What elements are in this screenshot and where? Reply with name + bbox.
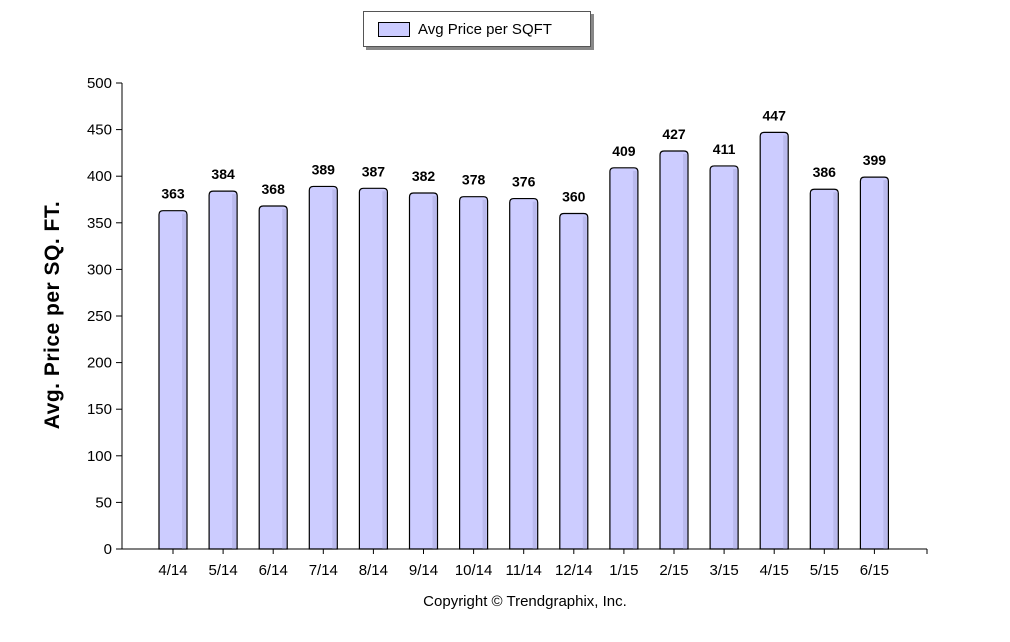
data-label: 411 (713, 141, 736, 157)
y-tick-label: 250 (87, 308, 112, 325)
bar-shade (432, 195, 437, 549)
data-label: 382 (412, 168, 436, 184)
bar (459, 196, 489, 550)
data-label: 447 (763, 107, 787, 123)
bar (358, 187, 388, 550)
data-label: 409 (612, 143, 636, 159)
bar-shade (783, 135, 788, 549)
bar-shade (182, 213, 186, 549)
bar (308, 185, 338, 550)
data-label: 399 (863, 152, 887, 168)
data-label: 387 (362, 163, 386, 179)
x-tick-label: 1/15 (609, 562, 638, 579)
y-tick-label: 400 (87, 168, 112, 185)
bar (408, 192, 439, 550)
data-label: 368 (262, 181, 286, 197)
y-tick-label: 500 (87, 75, 112, 92)
bar (559, 212, 589, 550)
data-label: 360 (562, 188, 586, 204)
x-tick-label: 7/14 (309, 562, 338, 579)
bar (208, 190, 238, 550)
bar-shade (382, 191, 387, 550)
bar (509, 197, 539, 550)
x-tick-label: 2/15 (659, 562, 688, 579)
y-tick-label: 100 (87, 448, 112, 465)
bar-shade (883, 180, 888, 549)
bar-shade (683, 154, 687, 549)
data-label: 427 (662, 126, 686, 142)
data-label: 384 (211, 166, 235, 182)
bar-shade (332, 189, 337, 549)
data-label: 386 (813, 164, 837, 180)
bar-shade (582, 216, 587, 550)
y-axis: 0 50 100 150 200 250 300 350 400 450 500 (87, 75, 123, 558)
bar-shade (632, 170, 637, 549)
legend: Avg Price per SQFT (363, 11, 591, 47)
bar-shade (282, 209, 287, 550)
x-tick-label: 11/14 (505, 562, 541, 579)
x-tick-label: 8/14 (359, 562, 388, 579)
bar-shade (232, 194, 237, 549)
bar (859, 176, 889, 550)
y-tick-label: 0 (104, 541, 112, 558)
legend-swatch (378, 21, 410, 37)
bar (809, 188, 839, 550)
x-tick-label: 6/14 (259, 562, 288, 579)
data-label: 363 (161, 186, 185, 202)
x-tick-label: 9/14 (409, 562, 438, 579)
y-tick-label: 450 (87, 122, 112, 139)
bar-shade (482, 199, 487, 550)
y-tick-label: 50 (95, 494, 112, 511)
x-tick-label: 4/15 (760, 562, 789, 579)
x-tick-label: 12/14 (555, 562, 593, 579)
x-tick-label: 4/14 (158, 562, 187, 579)
bar (158, 210, 188, 550)
y-tick-label: 300 (87, 261, 112, 278)
bar (759, 131, 789, 550)
bar (258, 205, 288, 550)
data-labels: 363 384 368 389 387 382 378 376 360 409 427 411 447 3… (161, 107, 886, 204)
x-tick-label: 3/15 (709, 562, 738, 579)
legend-label: Avg Price per SQFT (418, 20, 552, 38)
data-label: 378 (462, 172, 486, 188)
y-tick-label: 350 (87, 215, 112, 232)
bar (659, 150, 689, 550)
data-label: 376 (512, 174, 536, 190)
x-tick-label: 5/15 (810, 562, 839, 579)
x-tick-label: 10/14 (455, 562, 493, 579)
copyright-text: Copyright © Trendgraphix, Inc. (423, 593, 627, 610)
y-tick-label: 200 (87, 355, 112, 372)
bar-shade (733, 168, 738, 549)
x-tick-label: 5/14 (208, 562, 237, 579)
y-tick-label: 150 (87, 401, 112, 418)
data-label: 389 (312, 161, 336, 177)
x-axis: 4/14 5/14 6/14 7/14 8/14 9/14 10/14 11/14 12/14 1… (122, 548, 928, 579)
bar-shade (833, 192, 838, 550)
bar (609, 167, 639, 550)
x-tick-label: 6/15 (860, 562, 889, 579)
bars (158, 131, 889, 550)
bar-shade (532, 201, 537, 549)
y-axis-title: Avg. Price per SQ. FT. (41, 200, 64, 430)
bar (709, 165, 739, 550)
